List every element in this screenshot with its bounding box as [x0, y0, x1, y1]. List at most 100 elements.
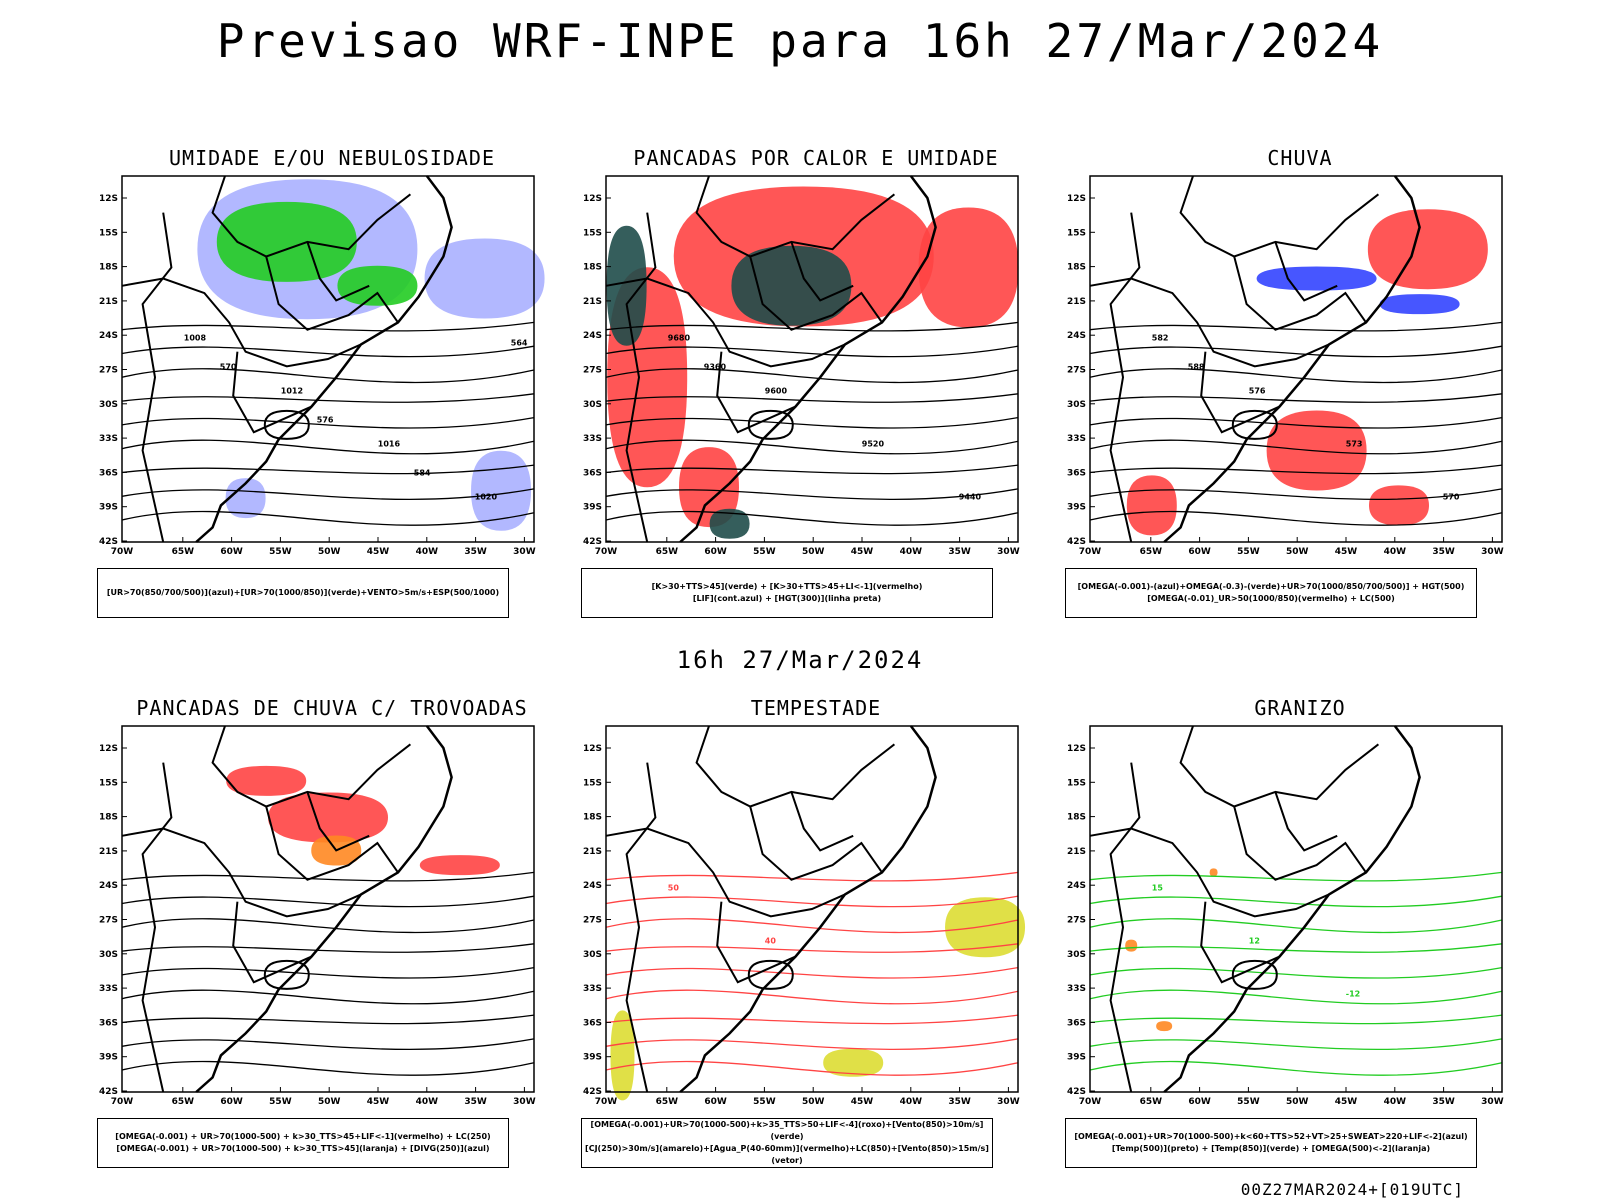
lat-label: 42S: [99, 537, 118, 547]
country-border: [211, 175, 412, 258]
thunder-area: [268, 792, 388, 843]
lat-label: 18S: [1067, 263, 1086, 273]
contour-label: 1008: [184, 334, 207, 343]
lat-label: 15S: [583, 228, 602, 238]
lat-label: 30S: [99, 950, 118, 960]
panel-title: UMIDADE E/OU NEBULOSIDADE: [168, 146, 496, 170]
lat-label: 21S: [583, 847, 602, 857]
hail-marker: [1125, 939, 1138, 952]
hail-marker: [1209, 868, 1218, 877]
lon-label: 45W: [367, 1097, 390, 1107]
country-border: [605, 277, 846, 368]
panel-pancadas-calor: PANCADAS POR CALOR E UMIDADE 9680 9600 952…: [576, 146, 1056, 626]
contour-line: [1089, 321, 1503, 332]
lon-label: 60W: [220, 1097, 243, 1107]
jet-area: [945, 897, 1026, 958]
legend-line: [OMEGA(-0.001)+UR>70(1000-500)+k<60+TTS>…: [1074, 1132, 1468, 1141]
lon-label: 30W: [513, 1097, 536, 1107]
country-border: [265, 806, 399, 881]
map-frame: [605, 175, 1019, 543]
panel-title: PANCADAS POR CALOR E UMIDADE: [633, 146, 999, 170]
lat-label: 36S: [583, 468, 602, 478]
lat-label: 18S: [583, 813, 602, 823]
contour-line: [605, 488, 1019, 500]
country-border: [1233, 256, 1367, 331]
contour-line: [605, 510, 1019, 526]
run-timestamp: 00Z27MAR2024+[019UTC]: [1240, 1180, 1464, 1199]
lat-label: 30S: [583, 400, 602, 410]
lat-label: 42S: [99, 1087, 118, 1097]
contour-line: [605, 966, 1019, 979]
panel-title: TEMPESTADE: [750, 696, 882, 720]
lon-label: 70W: [1079, 1097, 1102, 1107]
lat-label: 21S: [1067, 847, 1086, 857]
lon-label: 50W: [1286, 547, 1309, 557]
legend-line: [Temp(500)](preto) + [Temp(850)](verde) …: [1111, 1144, 1431, 1153]
contour-label: 573: [1346, 440, 1363, 449]
panel-title: CHUVA: [1267, 146, 1333, 170]
lat-label: 18S: [99, 263, 118, 273]
contour-line: [605, 918, 1019, 934]
lon-label: 60W: [1188, 547, 1211, 557]
contour-label: -12: [1346, 990, 1360, 999]
lat-label: 24S: [1067, 331, 1086, 341]
lake-outline: [747, 959, 794, 990]
contour-line: [1089, 1014, 1503, 1025]
contour-label: 570: [220, 363, 237, 372]
legend-line: [K>30+TTS>45](verde) + [K>30+TTS>45+LI<-…: [651, 582, 923, 591]
country-border: [605, 827, 846, 918]
contour-line: [605, 368, 1019, 384]
lat-label: 15S: [1067, 228, 1086, 238]
thunder-area: [226, 765, 307, 796]
panel-trovoadas: PANCADAS DE CHUVA C/ TROVOADAS 12S 15S 18S…: [92, 696, 572, 1176]
lat-label: 24S: [583, 881, 602, 891]
country-border: [232, 901, 312, 984]
contour-label: 12: [1249, 937, 1260, 946]
lat-label: 33S: [1067, 984, 1086, 994]
lon-label: 45W: [367, 547, 390, 557]
lat-label: 27S: [583, 366, 602, 376]
lat-label: 27S: [1067, 366, 1086, 376]
country-border: [1109, 762, 1141, 1093]
lat-label: 39S: [1067, 1053, 1086, 1063]
legend-umidade: [UR>70(850/700/500)](azul)+[UR>70(1000/8…: [97, 568, 509, 618]
jet-area: [823, 1048, 884, 1077]
rain-core: [1379, 294, 1460, 315]
country-border: [625, 212, 657, 543]
panel-tempestade: TEMPESTADE 50 40 12S 15S 18S 21S 24S 27S 30S 33S 3…: [576, 696, 1056, 1176]
legend-pancadas-calor: [K>30+TTS>45](verde) + [K>30+TTS>45+LI<-…: [581, 568, 993, 618]
country-border: [716, 901, 796, 984]
contour-line: [121, 321, 535, 332]
map-pancadas-calor: 9680 9600 9520 9440 9360 12S 15S 18S 21S 24S 27S 30…: [583, 175, 1020, 557]
lat-label: 36S: [1067, 468, 1086, 478]
lat-label: 27S: [99, 916, 118, 926]
lon-label: 45W: [851, 547, 874, 557]
contour-line: [605, 871, 1019, 882]
lon-label: 50W: [1286, 1097, 1309, 1107]
contour-line: [121, 416, 535, 429]
coastline: [195, 175, 453, 543]
map-frame: [1089, 725, 1503, 1093]
lon-label: 30W: [997, 1097, 1020, 1107]
lat-label: 30S: [1067, 400, 1086, 410]
main-title: Previsao WRF-INPE para 16h 27/Mar/2024: [216, 14, 1384, 68]
contour-line: [1089, 895, 1503, 908]
contour-line: [1089, 918, 1503, 934]
contour-line: [121, 895, 535, 908]
contour-label: 564: [511, 339, 528, 348]
contour-line: [1089, 368, 1503, 384]
country-border: [1200, 901, 1280, 984]
lat-label: 12S: [1067, 194, 1086, 204]
convection-area: [918, 207, 1019, 328]
mid-title: 16h 27/Mar/2024: [676, 646, 924, 674]
lon-label: 70W: [111, 1097, 134, 1107]
rain-area: [1369, 485, 1429, 526]
lat-label: 15S: [99, 778, 118, 788]
contour-line: [121, 918, 535, 934]
contour-label: 570: [1443, 493, 1460, 502]
country-border: [1274, 791, 1338, 852]
lat-label: 42S: [583, 537, 602, 547]
lon-label: 50W: [802, 1097, 825, 1107]
lat-label: 42S: [583, 1087, 602, 1097]
